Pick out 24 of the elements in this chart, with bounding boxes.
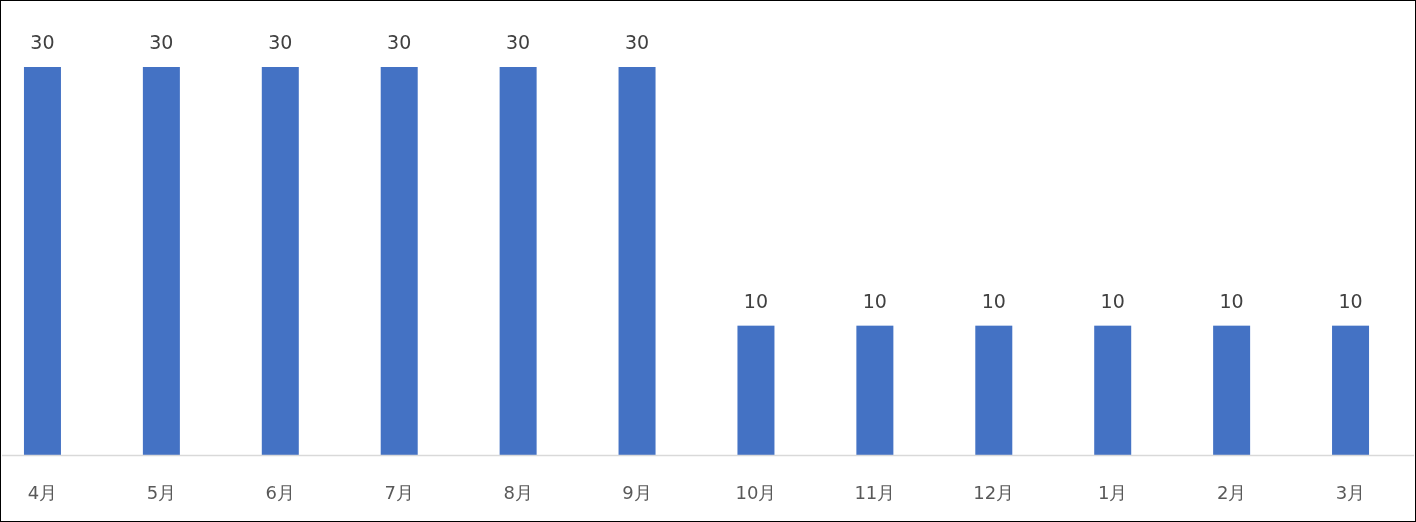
data-label: 30 — [149, 31, 174, 53]
data-label: 30 — [624, 31, 650, 53]
x-tick-label: 4月 — [27, 482, 58, 503]
x-tick-label: 5月 — [146, 482, 177, 503]
x-tick-label: 9月 — [622, 482, 652, 503]
data-label: 30 — [387, 31, 412, 53]
x-tick-label: 6月 — [265, 482, 296, 503]
data-label: 30 — [30, 31, 55, 53]
x-tick-label: 8月 — [503, 482, 533, 503]
data-label: 10 — [743, 289, 769, 312]
data-label: 10 — [1338, 289, 1363, 312]
data-label: 10 — [981, 289, 1006, 312]
x-tick-label: 2月 — [1216, 482, 1247, 503]
data-label: 10 — [1219, 289, 1244, 312]
x-tick-label: 12月 — [973, 482, 1015, 503]
data-label: 10 — [862, 289, 887, 312]
x-tick-label: 11月 — [854, 482, 896, 503]
x-tick-label: 7月 — [384, 482, 414, 503]
x-tick-label: 3月 — [1335, 482, 1366, 503]
data-label: 30 — [268, 31, 293, 53]
x-tick-label: 1月 — [1097, 482, 1128, 503]
data-label: 10 — [1100, 289, 1125, 312]
data-label: 30 — [506, 31, 531, 53]
x-tick-label: 10月 — [735, 482, 777, 503]
